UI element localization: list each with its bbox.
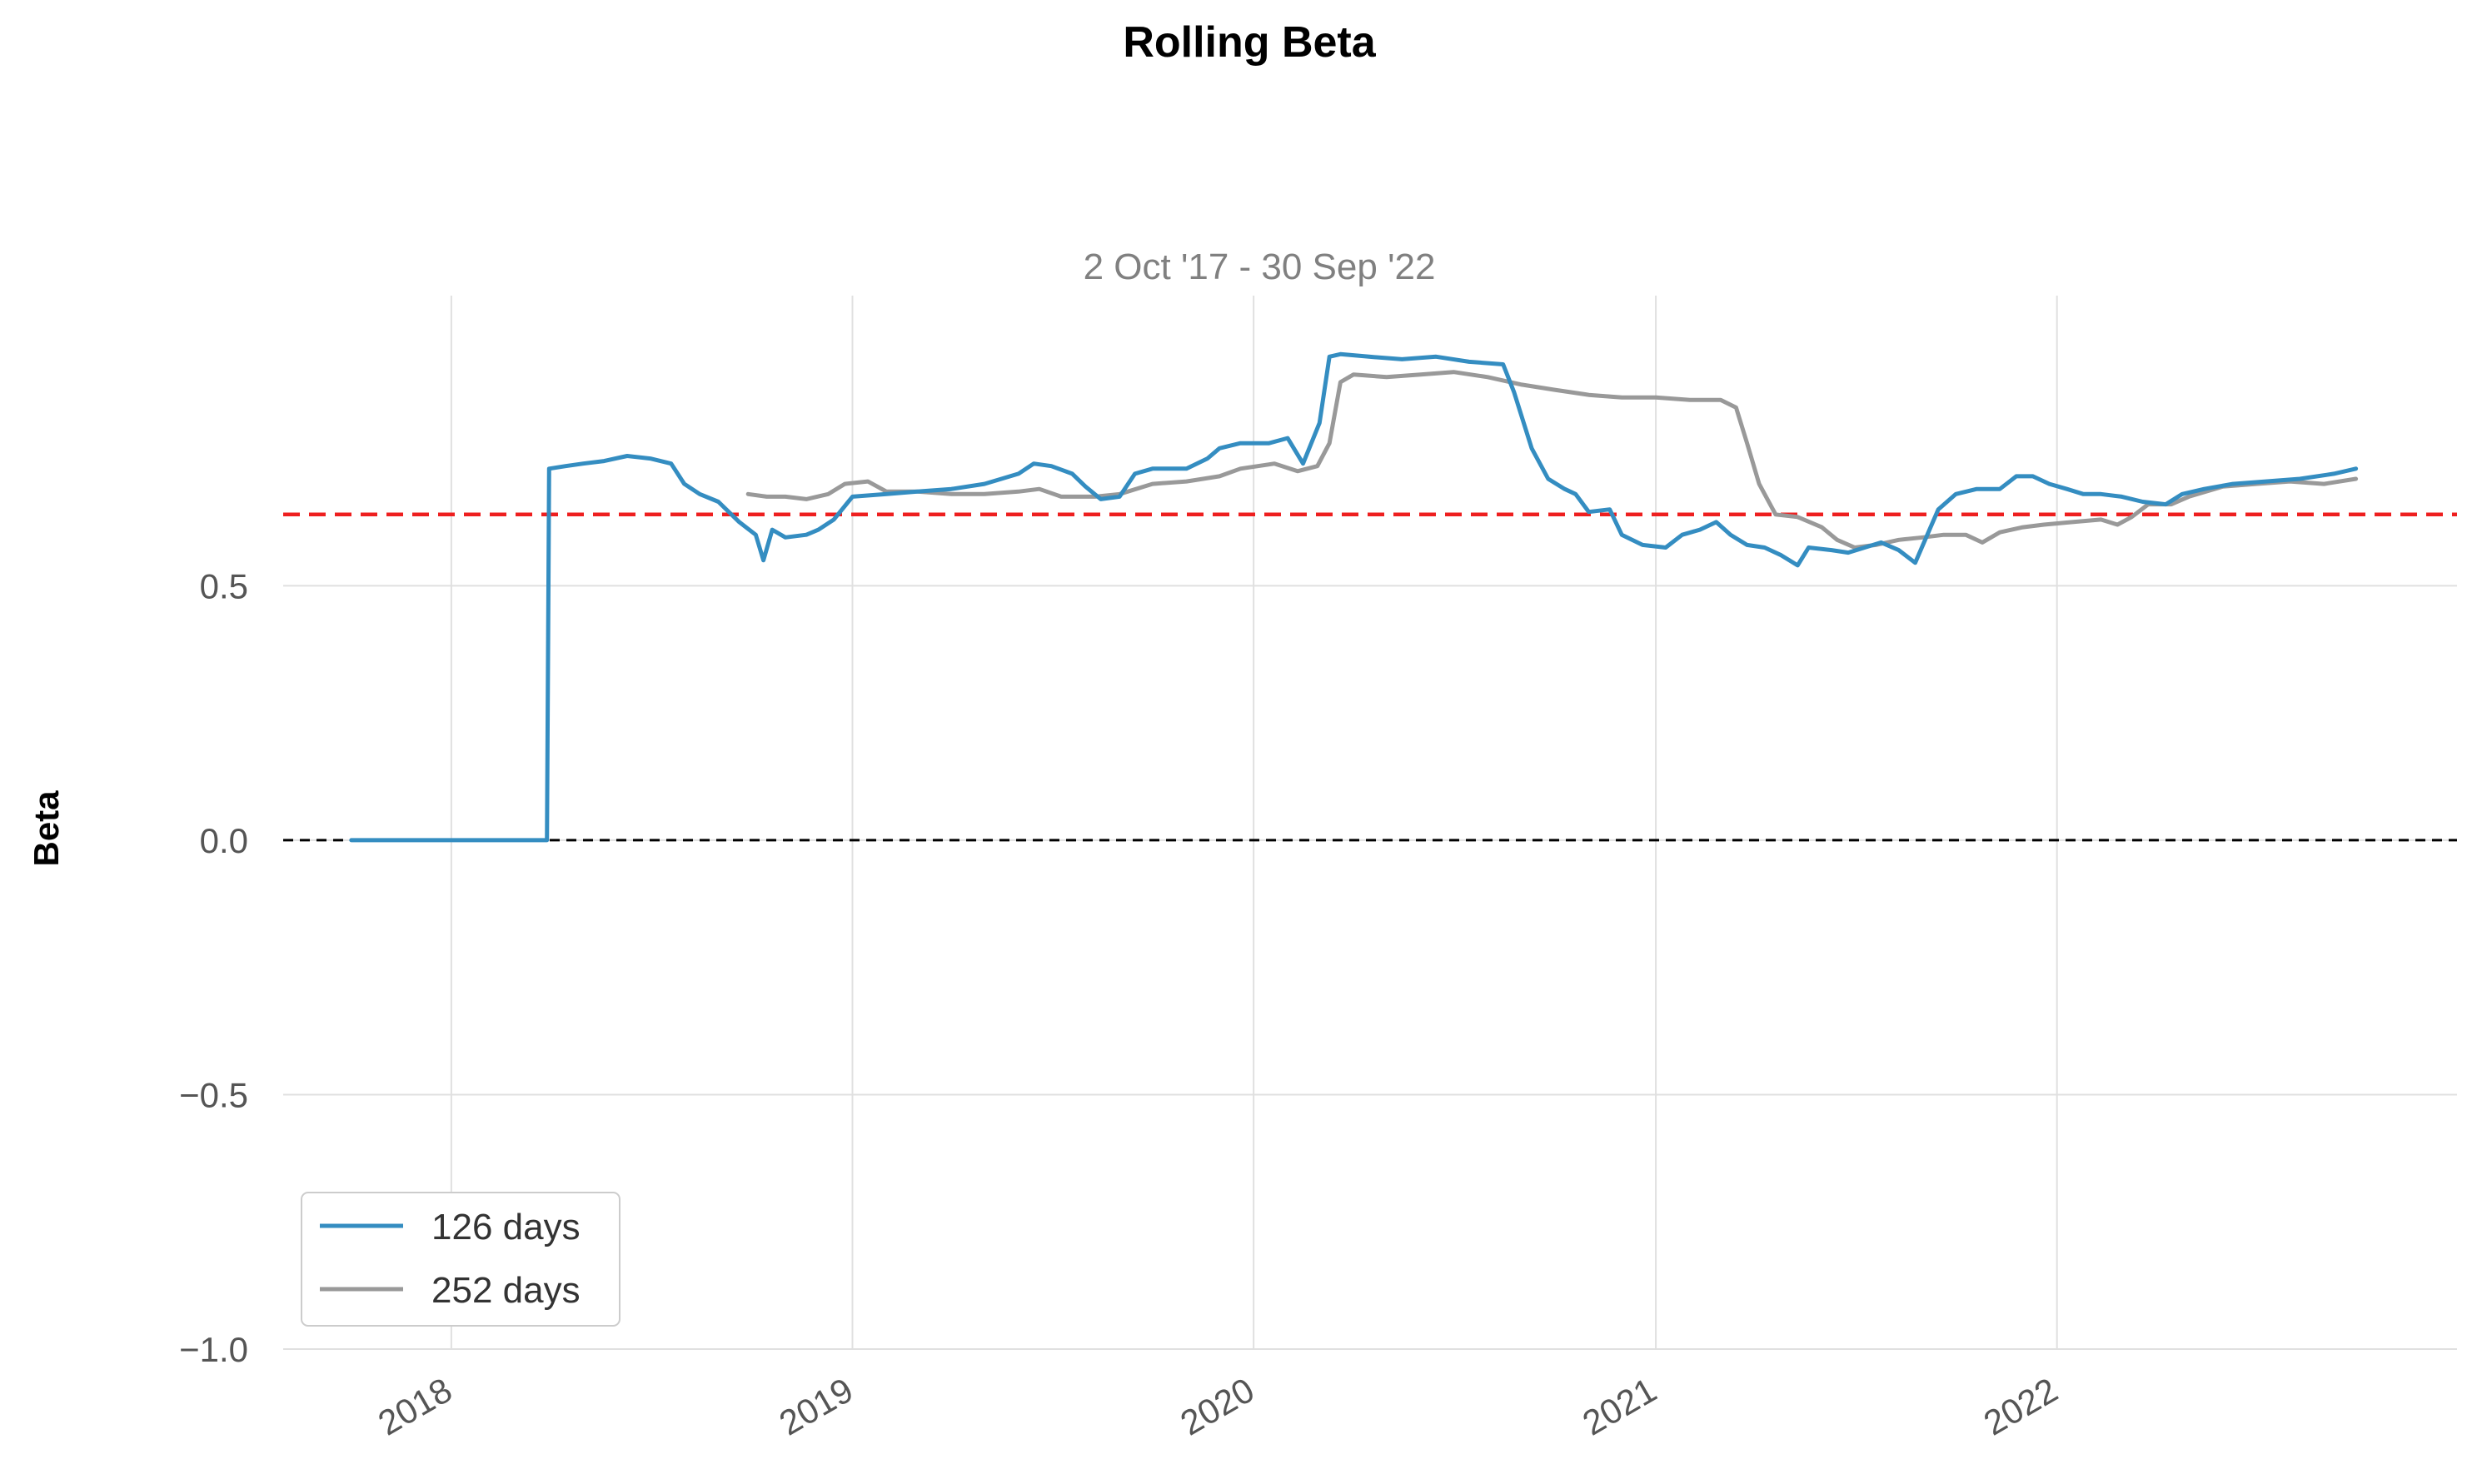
y-axis-label: Beta	[27, 790, 66, 867]
chart-title: Rolling Beta	[1123, 18, 1376, 67]
y-tick-label: −1.0	[179, 1330, 248, 1369]
legend: 126 days 252 days	[301, 1192, 620, 1327]
legend-label-252-days: 252 days	[431, 1270, 581, 1311]
series-line-126-days	[349, 351, 2359, 843]
y-tick-label: 0.5	[200, 566, 248, 605]
series-line-252-days	[745, 370, 2359, 550]
legend-label-126-days: 126 days	[431, 1207, 581, 1247]
y-tick-label: −0.5	[179, 1075, 248, 1114]
series-lines	[349, 351, 2359, 843]
y-tick-label: 0.0	[200, 821, 248, 860]
reference-lines	[283, 512, 2457, 842]
chart-subtitle: 2 Oct '17 - 30 Sep '22	[1084, 247, 1436, 287]
gridlines	[283, 296, 2457, 1350]
